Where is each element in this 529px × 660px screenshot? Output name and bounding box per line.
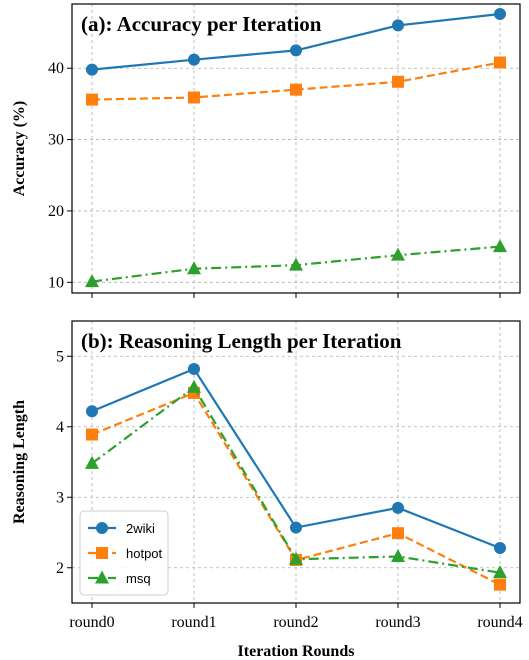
chart2-point-hotpot [86, 428, 98, 441]
chart2-y-tick-label: 4 [56, 419, 64, 436]
chart2-x-tick-label: round0 [69, 614, 114, 631]
chart1-series-msq [85, 239, 507, 288]
chart2-xlabel: Iteration Rounds [238, 643, 355, 660]
chart1-point-msq [85, 274, 99, 288]
chart2-point-2wiki [86, 405, 98, 418]
chart1-point-hotpot [290, 83, 302, 96]
chart2-point-2wiki [494, 542, 506, 555]
chart1-ylabel: Accuracy (%) [11, 101, 28, 197]
chart2-point-2wiki [188, 362, 200, 375]
chart1-point-msq [493, 239, 507, 253]
chart1-point-hotpot [188, 91, 200, 104]
chart1-point-hotpot [494, 56, 506, 69]
chart1-y-tick-label: 20 [48, 203, 64, 220]
chart1-y-tick-label: 40 [48, 60, 64, 77]
chart1-point-hotpot [86, 93, 98, 106]
chart2-point-2wiki [392, 501, 404, 514]
chart2-point-msq [493, 565, 507, 579]
chart2-x-tick-label: round1 [171, 614, 216, 631]
chart1-point-msq [187, 261, 201, 275]
chart1-point-2wiki [494, 7, 506, 20]
chart1-point-2wiki [86, 63, 98, 76]
chart1-title: (a): Accuracy per Iteration [81, 12, 322, 36]
chart2-point-2wiki [290, 521, 302, 534]
chart2-x-tick-label: round2 [273, 614, 318, 631]
chart2-legend-marker-hotpot [96, 547, 108, 559]
chart2-y-tick-label: 2 [56, 560, 64, 577]
chart1-point-2wiki [188, 53, 200, 66]
chart2-ylabel: Reasoning Length [11, 400, 28, 524]
chart1-point-msq [289, 257, 303, 271]
chart2-legend-label-msq: msq [126, 571, 151, 586]
chart2-legend-label-hotpot: hotpot [126, 546, 163, 561]
chart2-legend-marker-msq [95, 570, 109, 584]
chart1-y-tick-label: 30 [48, 132, 64, 149]
chart2-point-msq [289, 551, 303, 565]
chart1-series-2wiki [86, 7, 506, 76]
chart2-title: (b): Reasoning Length per Iteration [81, 329, 402, 353]
chart2-point-hotpot [392, 527, 404, 540]
chart1-point-hotpot [392, 75, 404, 88]
chart1-y-tick-label: 10 [48, 274, 64, 291]
chart2-legend: 2wiki hotpot msq [79, 510, 169, 596]
chart2-y-tick-label: 3 [56, 489, 64, 506]
chart1-point-2wiki [392, 19, 404, 32]
chart2-point-msq [187, 379, 201, 393]
chart1-series-hotpot [86, 56, 506, 106]
chart2-point-msq [85, 455, 99, 469]
chart2-legend-label-2wiki: 2wiki [126, 521, 155, 536]
chart2-x-tick-label: round3 [375, 614, 420, 631]
chart2-x-tick-label: round4 [477, 614, 522, 631]
chart2-y-tick-label: 5 [56, 348, 64, 365]
chart2-point-hotpot [494, 578, 506, 591]
chart2-point-msq [391, 548, 405, 562]
chart2-series-msq [85, 379, 507, 579]
chart2-series-2wiki [86, 362, 506, 555]
chart2-legend-marker-2wiki [96, 522, 108, 534]
chart1-point-msq [391, 247, 405, 261]
chart1-point-2wiki [290, 44, 302, 57]
